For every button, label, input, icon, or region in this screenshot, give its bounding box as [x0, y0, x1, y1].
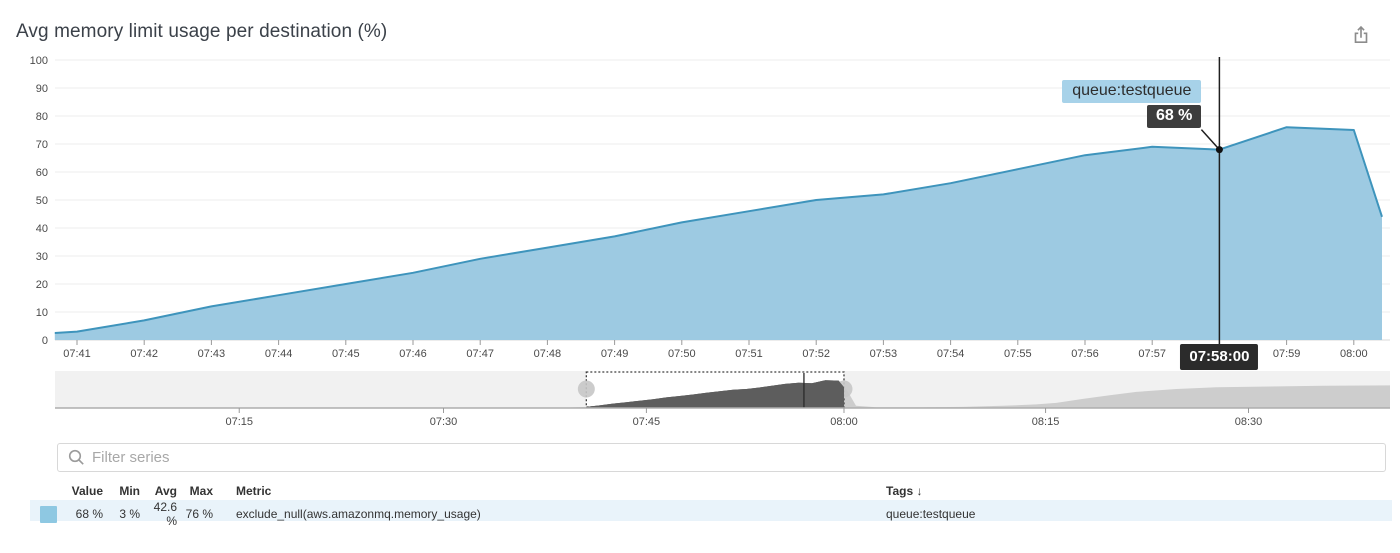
- x-tick-label: 07:50: [668, 348, 696, 360]
- export-icon: [1354, 25, 1368, 43]
- x-tick-label: 07:41: [63, 348, 91, 360]
- x-tick-label: 07:45: [332, 348, 360, 360]
- minimap-tick-label: 07:15: [225, 416, 253, 428]
- y-tick-label: 80: [36, 111, 48, 123]
- tooltip-connector: [1200, 129, 1220, 151]
- hover-time-badge: 07:58:00: [1180, 344, 1259, 370]
- y-tick-label: 30: [36, 251, 48, 263]
- col-header-value[interactable]: Value: [71, 484, 103, 498]
- cell-value: 68 %: [75, 507, 103, 521]
- minimap-tick-label: 07:30: [430, 416, 458, 428]
- series-line: [54, 126, 1383, 334]
- x-tick-label: 07:57: [1138, 348, 1166, 360]
- y-tick-label: 90: [36, 83, 48, 95]
- timeline-minimap[interactable]: 07:15 07:30 07:45 08:00 08:15 08:30: [0, 371, 1400, 431]
- x-tick-label: 07:54: [937, 348, 965, 360]
- hover-point: [1215, 146, 1223, 154]
- x-tick-label: 07:46: [399, 348, 427, 360]
- y-tick-label: 70: [36, 139, 48, 151]
- filter-series-input[interactable]: [57, 443, 1386, 472]
- brush-handle-left: [577, 380, 595, 398]
- series-color-swatch: [40, 505, 57, 523]
- series-table-header: Value Min Avg Max Metric Tags ↓: [30, 484, 1392, 498]
- x-tick-label: 07:53: [870, 348, 898, 360]
- y-tick-label: 60: [36, 167, 48, 179]
- minimap-tick-label: 08:30: [1235, 416, 1263, 428]
- minimap-tick-label: 08:15: [1032, 416, 1060, 428]
- search-icon: [68, 449, 84, 465]
- col-header-min[interactable]: Min: [119, 484, 140, 498]
- x-tick-label: 07:51: [735, 348, 763, 360]
- page-title: Avg memory limit usage per destination (…: [16, 21, 388, 42]
- x-tick-label: 07:44: [265, 348, 293, 360]
- x-tick-label: 07:56: [1071, 348, 1099, 360]
- cell-metric: exclude_null(aws.amazonmq.memory_usage): [236, 507, 481, 521]
- minimap-tick-label: 07:45: [633, 416, 661, 428]
- x-tick-label: 07:48: [534, 348, 562, 360]
- x-tick-label: 08:00: [1340, 348, 1368, 360]
- x-tick-label: 07:47: [466, 348, 494, 360]
- cell-min: 3 %: [119, 507, 140, 521]
- cell-avg: 42.6 %: [153, 500, 177, 528]
- filter-series-box: [57, 443, 1386, 472]
- minimap-tick-label: 08:00: [830, 416, 858, 428]
- series-area: [54, 127, 1382, 340]
- tooltip-value-badge: 68 %: [1146, 105, 1202, 128]
- x-tick-label: 07:59: [1273, 348, 1301, 360]
- cell-max: 76 %: [185, 507, 213, 521]
- x-tick-label: 07:42: [130, 348, 158, 360]
- y-tick-label: 0: [42, 335, 48, 347]
- x-tick-label: 07:49: [601, 348, 629, 360]
- col-header-metric[interactable]: Metric: [236, 484, 272, 498]
- col-header-tags[interactable]: Tags ↓: [886, 484, 923, 498]
- main-chart[interactable]: 0 10 20 30 40 50 60 70 80 90 100 07:41 07:42 07:43 07:…: [0, 53, 1400, 363]
- cell-tags: queue:testqueue: [886, 507, 976, 521]
- col-header-max[interactable]: Max: [189, 484, 213, 498]
- y-tick-label: 100: [30, 55, 48, 67]
- tooltip-series-label: queue:testqueue: [1062, 80, 1202, 103]
- export-button[interactable]: [1350, 24, 1372, 46]
- y-tick-label: 50: [36, 195, 48, 207]
- minimap-area-selected-overlay: [586, 380, 844, 408]
- y-tick-label: 40: [36, 223, 48, 235]
- col-header-avg[interactable]: Avg: [154, 484, 177, 498]
- x-tick-label: 07:52: [802, 348, 830, 360]
- y-tick-label: 10: [36, 307, 48, 319]
- y-tick-label: 20: [36, 279, 48, 291]
- x-tick-label: 07:43: [198, 348, 226, 360]
- sort-desc-icon: ↓: [916, 484, 923, 498]
- x-tick-label: 07:55: [1004, 348, 1032, 360]
- series-table-row[interactable]: 68 % 3 % 42.6 % 76 % exclude_null(aws.am…: [30, 500, 1392, 528]
